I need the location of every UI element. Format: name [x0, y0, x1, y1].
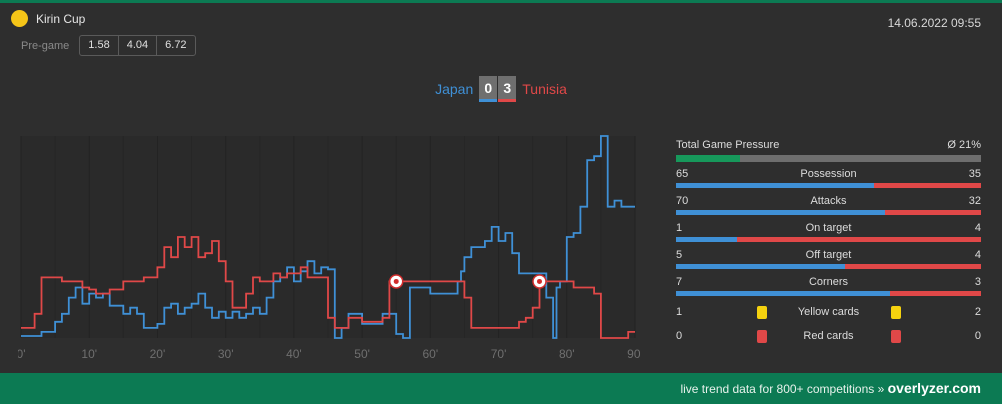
pressure-label: Total Game Pressure — [676, 139, 780, 151]
stat-bar — [676, 210, 981, 215]
odd-away[interactable]: 6.72 — [165, 39, 187, 51]
stat-bar-away — [737, 237, 981, 242]
x-tick-label: 10' — [81, 347, 97, 361]
stat-bar-home — [676, 237, 737, 242]
x-tick-label: 50' — [354, 347, 370, 361]
stat-bar-home — [676, 183, 875, 188]
x-tick-label: 60' — [423, 347, 439, 361]
card-icon — [890, 305, 901, 319]
stat-row: 5 Off target 4 — [676, 249, 981, 270]
pressure-value: Ø 21% — [947, 139, 981, 151]
x-tick-label: 70' — [491, 347, 507, 361]
card-row: 0 Red cards 0 — [676, 327, 981, 345]
x-tick-label: 40' — [286, 347, 302, 361]
stat-bar — [676, 237, 981, 242]
x-tick-label: 0' — [18, 347, 25, 361]
stat-bar-home — [676, 291, 890, 296]
stat-bar-away — [874, 183, 981, 188]
stat-rows: 65 Possession 35 70 Attacks 32 1 On target 4 5 Off… — [676, 168, 981, 297]
footer: live trend data for 800+ competitions » … — [0, 373, 1002, 404]
home-score: 0 — [479, 76, 498, 102]
pregame-odds: Pre-game 1.58 4.04 6.72 — [21, 35, 196, 56]
stat-away-value: 4 — [974, 249, 981, 261]
pressure-trend-chart: 0' 10' 20' 30' 40' 50' 60' 70' 80' 90' — [18, 135, 640, 361]
goal-ball-patch — [536, 278, 542, 284]
card-rows: 1 Yellow cards 2 0 Red cards 0 — [676, 303, 981, 345]
away-pressure-line — [21, 236, 635, 339]
stat-bar-home — [676, 210, 886, 215]
away-score: 3 — [498, 76, 517, 102]
away-team-name[interactable]: Tunisia — [522, 81, 567, 97]
stat-home-value: 5 — [676, 249, 683, 261]
stat-row: 7 Corners 3 — [676, 276, 981, 297]
goal-ball-patch — [393, 278, 399, 284]
brand-logo[interactable]: overlyzer.com — [887, 380, 981, 396]
stat-home-value: 7 — [676, 276, 683, 288]
competition-icon — [11, 10, 28, 27]
stat-label: Attacks — [810, 195, 847, 207]
odd-draw[interactable]: 4.04 — [119, 36, 158, 55]
card-icon — [890, 329, 901, 343]
stat-label: Off target — [805, 249, 852, 261]
stat-row: 65 Possession 35 — [676, 168, 981, 189]
x-tick-label: 80' — [559, 347, 575, 361]
stat-labels: 7 Corners 3 — [676, 276, 981, 290]
x-tick-label: 20' — [150, 347, 166, 361]
card-label: Red cards — [803, 330, 854, 342]
stats-panel: Total Game Pressure Ø 21% 65 Possession 35… — [676, 139, 981, 345]
footer-promo[interactable]: live trend data for 800+ competitions » … — [680, 380, 981, 396]
stat-away-value: 4 — [974, 222, 981, 234]
stat-label: On target — [805, 222, 852, 234]
stat-bar-away — [885, 210, 981, 215]
card-icon — [756, 329, 767, 343]
stat-away-value: 32 — [968, 195, 981, 207]
x-tick-label: 30' — [218, 347, 234, 361]
stat-home-value: 65 — [676, 168, 689, 180]
stat-away-value: 35 — [968, 168, 981, 180]
stat-bar — [676, 264, 981, 269]
odds-group: 1.58 4.04 6.72 — [79, 35, 196, 56]
card-row: 1 Yellow cards 2 — [676, 303, 981, 321]
card-home-value: 1 — [676, 306, 683, 318]
competition-name: Kirin Cup — [36, 11, 86, 26]
card-away-value: 0 — [974, 330, 981, 342]
home-team-name[interactable]: Japan — [435, 81, 474, 97]
card-center: Yellow cards — [756, 305, 901, 319]
scoreline: Japan 0 3 Tunisia — [0, 76, 1002, 102]
stat-bar-home — [676, 264, 846, 269]
card-away-value: 2 — [974, 306, 981, 318]
stat-bar — [676, 291, 981, 296]
card-home-value: 0 — [676, 330, 683, 342]
top-accent-line — [0, 0, 1002, 3]
footer-text: live trend data for 800+ competitions » — [680, 382, 885, 396]
x-tick-label: 90' — [627, 347, 640, 361]
score-box: 0 3 — [479, 76, 517, 102]
pregame-label: Pre-game — [21, 39, 70, 52]
stat-bar-away — [845, 264, 981, 269]
card-icon — [756, 305, 767, 319]
stat-row: 1 On target 4 — [676, 222, 981, 243]
pressure-bar-fill — [676, 155, 741, 162]
match-datetime: 14.06.2022 09:55 — [887, 16, 981, 30]
odd-home[interactable]: 1.58 — [80, 36, 119, 55]
stat-labels: 5 Off target 4 — [676, 249, 981, 263]
stat-home-value: 1 — [676, 222, 683, 234]
stat-label: Corners — [808, 276, 849, 288]
pressure-bar — [676, 155, 981, 162]
stat-row: 70 Attacks 32 — [676, 195, 981, 216]
competition-header: Kirin Cup — [11, 10, 85, 27]
pressure-row: Total Game Pressure Ø 21% — [676, 139, 981, 153]
stat-away-value: 3 — [974, 276, 981, 288]
stat-home-value: 70 — [676, 195, 689, 207]
stat-bar — [676, 183, 981, 188]
card-label: Yellow cards — [797, 306, 860, 318]
stat-labels: 65 Possession 35 — [676, 168, 981, 182]
stat-labels: 1 On target 4 — [676, 222, 981, 236]
stat-bar-away — [889, 291, 981, 296]
stat-label: Possession — [800, 168, 857, 180]
stat-labels: 70 Attacks 32 — [676, 195, 981, 209]
card-center: Red cards — [756, 329, 901, 343]
